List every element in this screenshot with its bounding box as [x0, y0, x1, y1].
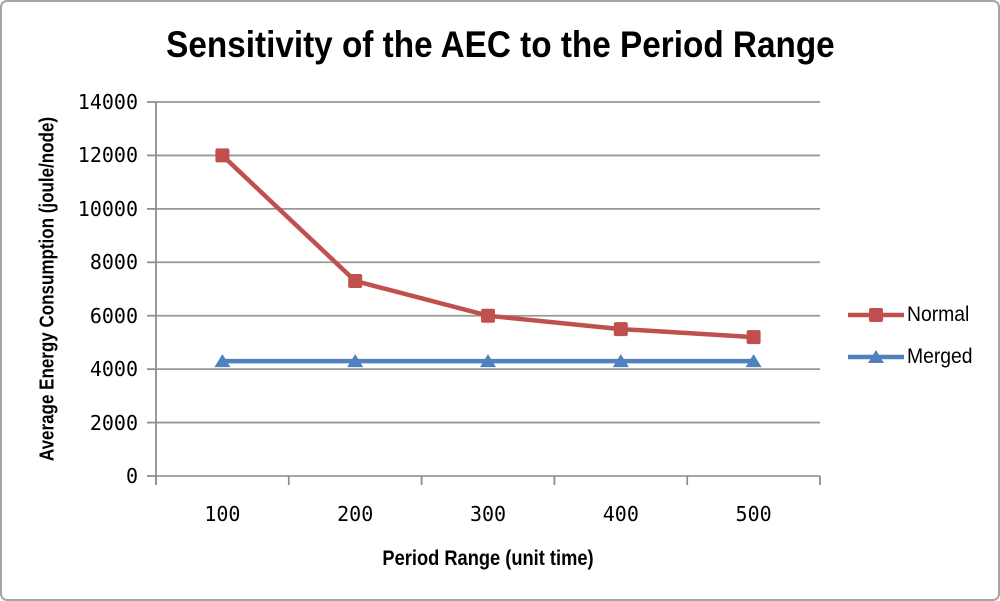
marker-normal	[613, 322, 628, 337]
marker-merged	[347, 354, 364, 368]
x-tick-label: 500	[735, 502, 772, 526]
y-tick-label: 6000	[89, 303, 138, 328]
legend-swatch-marker	[869, 308, 883, 322]
merged-series-swatch	[848, 350, 904, 363]
x-axis-title: Period Range (unit time)	[382, 547, 594, 570]
y-tick-label: 8000	[89, 250, 138, 275]
legend-swatch-marker	[868, 350, 884, 363]
x-tick-label: 300	[469, 502, 507, 526]
x-tick-label: 400	[602, 502, 639, 526]
marker-merged	[612, 354, 629, 368]
marker-normal	[348, 273, 363, 288]
legend-item-merged: Merged	[847, 342, 978, 372]
normal-series-swatch	[848, 308, 904, 322]
x-tick-label: 100	[204, 502, 241, 526]
chart-title: Sensitivity of the AEC to the Period Ran…	[2, 24, 998, 66]
y-tick-label: 0	[125, 464, 138, 488]
marker-merged	[480, 354, 496, 368]
y-tick-label: 12000	[77, 143, 138, 168]
legend-item-normal: Normal	[847, 300, 978, 330]
legend: Normal Merged	[847, 300, 978, 384]
y-tick-label: 14000	[77, 90, 138, 114]
y-tick-label: 10000	[77, 196, 138, 221]
marker-merged	[745, 354, 762, 368]
legend-label-merged: Merged	[907, 345, 973, 368]
marker-normal	[481, 308, 495, 323]
marker-normal	[746, 330, 761, 345]
y-tick-label: 4000	[89, 357, 138, 382]
y-tick-label: 2000	[89, 410, 138, 435]
marker-normal	[215, 148, 230, 163]
marker-merged	[214, 354, 231, 368]
x-tick-label: 200	[337, 502, 374, 526]
legend-label-normal: Normal	[907, 303, 970, 326]
chart-title-text: Sensitivity of the AEC to the Period Ran…	[165, 24, 835, 65]
